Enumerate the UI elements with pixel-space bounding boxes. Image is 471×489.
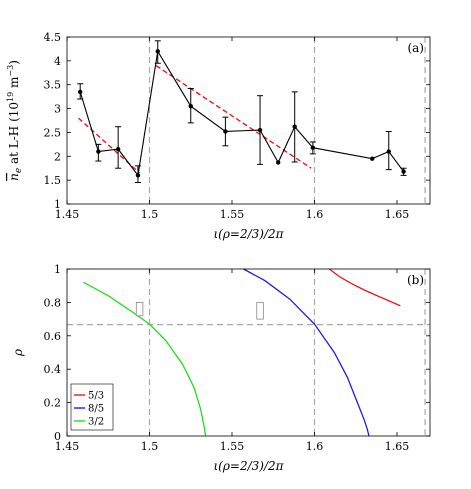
data-point	[370, 156, 375, 161]
range-box	[135, 301, 144, 317]
data-point	[292, 124, 297, 129]
ylabel-exp1: 19	[6, 92, 15, 102]
panel-b-xlabel: ι(ρ=2/3)/2π	[213, 459, 284, 473]
legend-label: 5/3	[88, 391, 104, 402]
panel-b-ticks: 1.45 1.5 1.55 1.6 1.65 0 0.2 0.4 0.6 0.8 1	[44, 263, 430, 453]
x-tick-label: 1.45	[55, 208, 80, 221]
y-tick-label: 0.8	[44, 296, 62, 309]
ylabel-sub: e	[14, 168, 24, 173]
panel-b-boxes	[135, 301, 264, 320]
data-point	[223, 129, 228, 134]
panel-a-xlabel: ι(ρ=2/3)/2π	[213, 227, 284, 241]
data-point	[155, 49, 160, 54]
y-tick-label: 0.2	[44, 397, 62, 410]
legend-label: 8/5	[88, 404, 104, 415]
x-tick-label: 1.55	[220, 208, 245, 221]
x-tick-label: 1.6	[306, 208, 324, 221]
data-point	[310, 145, 316, 150]
y-tick-label: 2	[54, 150, 61, 163]
ylabel-mid: at L-H (10	[7, 102, 21, 168]
data-point	[96, 149, 101, 154]
panel-a: 1.45 1.5 1.55 1.6 1.65 1 1.5 2 2.5 3 3.5 4 4.5 (a) n…	[6, 31, 431, 241]
series-line	[79, 49, 405, 177]
panel-a-fit-lines	[78, 65, 312, 174]
panel-b-legend: 5/3 8/5 3/2	[70, 383, 114, 431]
data-point	[257, 127, 263, 133]
x-tick-label: 1.5	[141, 440, 159, 453]
ylabel-mid2: m	[7, 76, 21, 92]
x-tick-label: 1.55	[220, 440, 245, 453]
y-tick-label: 0	[54, 430, 61, 443]
data-point	[135, 173, 141, 178]
series-curve	[328, 268, 401, 307]
y-tick-label: 3.5	[44, 79, 62, 92]
panel-b-reference-lines	[67, 269, 430, 436]
panel-b-ylabel: ρ	[11, 349, 25, 357]
y-tick-label: 1	[54, 263, 61, 276]
ylabel-end: )	[7, 60, 21, 65]
x-tick-label: 1.65	[385, 440, 410, 453]
panel-b: 1.45 1.5 1.55 1.6 1.65 0 0.2 0.4 0.6 0.8 1 (b) ρ ι…	[11, 263, 431, 473]
y-tick-label: 4	[54, 55, 61, 68]
data-point	[115, 146, 121, 152]
y-tick-label: 3	[54, 103, 61, 116]
x-tick-label: 1.5	[141, 208, 159, 221]
legend-box	[70, 383, 114, 431]
data-point	[78, 89, 83, 95]
range-box	[256, 301, 264, 320]
legend-label: 3/2	[88, 417, 104, 428]
panel-a-ylabel: ne at L-H (1019 m−3)	[6, 60, 24, 181]
series-curve	[243, 268, 370, 437]
y-tick-label: 0.4	[44, 363, 62, 376]
x-tick-label: 1.6	[306, 440, 324, 453]
x-tick-label: 1.65	[385, 208, 410, 221]
panel-b-axes-frame	[66, 268, 431, 437]
data-point	[401, 169, 406, 174]
ylabel-exp2: −3	[6, 65, 15, 77]
y-tick-label: 0.6	[44, 330, 62, 343]
data-point	[386, 149, 391, 154]
panel-a-label: (a)	[407, 41, 424, 55]
panel-a-reference-lines	[148, 37, 426, 204]
panel-a-ticks: 1.45 1.5 1.55 1.6 1.65 1 1.5 2 2.5 3 3.5 4 4.5	[44, 31, 430, 221]
data-point	[188, 103, 193, 109]
panel-a-axes-frame	[66, 36, 431, 205]
x-tick-label: 1.45	[55, 440, 80, 453]
panel-b-label: (b)	[407, 273, 424, 287]
ylabel-n: n	[7, 173, 21, 181]
y-tick-label: 2.5	[44, 126, 62, 139]
series-curve	[83, 281, 207, 437]
y-tick-label: 4.5	[44, 31, 62, 44]
y-tick-label: 1	[54, 198, 61, 211]
panel-b-data-series	[83, 268, 401, 437]
panel-a-data-series	[77, 40, 407, 184]
y-tick-label: 1.5	[44, 174, 62, 187]
fit-line-segment	[155, 65, 312, 169]
data-point	[276, 160, 281, 165]
